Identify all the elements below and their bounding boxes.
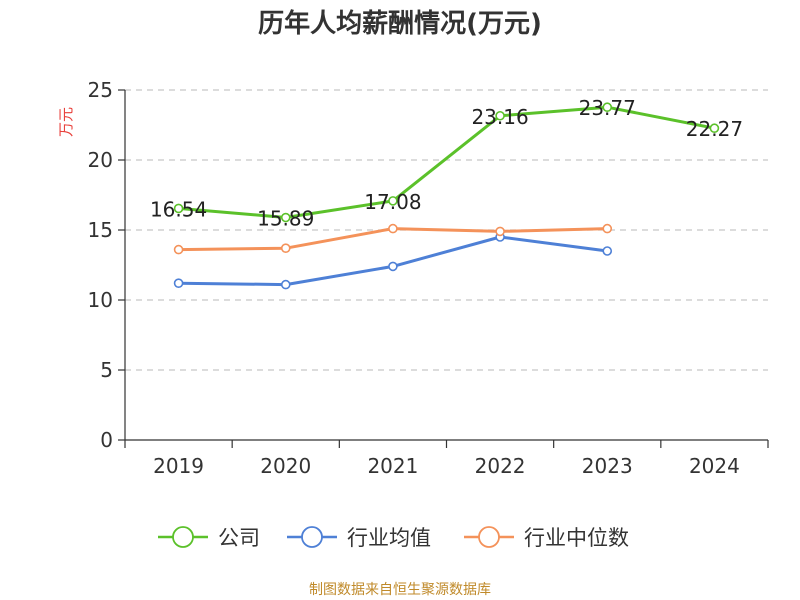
x-tick-label: 2021 xyxy=(367,454,418,478)
data-point xyxy=(388,223,398,234)
y-tick-label: 15 xyxy=(88,218,113,242)
data-point xyxy=(280,243,291,253)
y-tick-label: 0 xyxy=(100,428,113,452)
data-point xyxy=(280,212,291,223)
data-point xyxy=(280,279,291,290)
data-label: 23.16 xyxy=(471,105,528,129)
legend: 公司 行业均值 行业中位数 xyxy=(158,526,629,550)
data-label: 22.27 xyxy=(686,117,743,141)
data-point xyxy=(173,203,184,214)
series-line xyxy=(177,105,716,219)
x-tick-label: 2022 xyxy=(475,454,526,478)
data-label: 23.77 xyxy=(579,96,636,120)
x-tick-label: 2023 xyxy=(582,454,633,478)
series-lines xyxy=(173,102,720,290)
data-point xyxy=(602,246,613,256)
legend-item: 公司 xyxy=(158,526,260,550)
data-point xyxy=(173,278,184,289)
y-tick-label: 5 xyxy=(100,358,113,382)
data-label: 15.89 xyxy=(257,207,314,231)
x-tick-label: 2020 xyxy=(260,454,311,478)
data-point xyxy=(602,223,613,234)
data-labels: 16.54 15.89 17.08 23.16 23.77 22.27 xyxy=(150,96,743,230)
y-axis-label: 万元 xyxy=(57,107,75,137)
x-tick-label: 2024 xyxy=(689,454,740,478)
x-tick-label: 2019 xyxy=(153,454,204,478)
legend-item: 行业中位数 xyxy=(464,526,629,550)
data-point xyxy=(709,123,720,134)
legend-swatch-marker xyxy=(172,526,194,548)
legend-label: 行业中位数 xyxy=(524,526,629,550)
legend-item: 行业均值 xyxy=(287,526,431,550)
data-point xyxy=(495,110,505,121)
legend-label: 行业均值 xyxy=(347,526,431,550)
y-tick-label: 25 xyxy=(88,78,113,102)
legend-label: 公司 xyxy=(218,526,260,550)
data-point xyxy=(173,244,184,255)
data-point xyxy=(602,102,613,113)
y-tick-label: 10 xyxy=(88,288,113,312)
chart-title: 历年人均薪酬情况(万元) xyxy=(258,8,542,39)
data-label: 17.08 xyxy=(364,190,421,214)
data-label: 16.54 xyxy=(150,197,207,221)
source-note: 制图数据来自恒生聚源数据库 xyxy=(309,582,491,598)
data-point xyxy=(495,226,505,237)
data-point xyxy=(388,196,398,206)
axes: 0 5 10 15 20 25 2019 2020 2021 2022 2023 2024 xyxy=(88,78,769,478)
data-point xyxy=(388,261,398,272)
legend-swatch-marker xyxy=(301,526,323,548)
y-tick-label: 20 xyxy=(88,148,113,172)
series-line xyxy=(177,235,609,287)
legend-swatch-marker xyxy=(478,526,500,548)
